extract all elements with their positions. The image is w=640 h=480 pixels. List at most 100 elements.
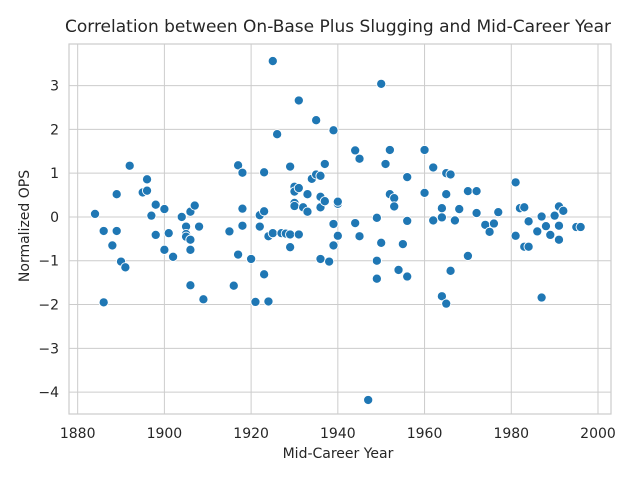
scatter-point [185, 280, 196, 291]
scatter-point [575, 221, 586, 233]
y-tick-label: 2 [50, 122, 59, 138]
scatter-point [328, 240, 339, 251]
x-tick-label: 1940 [320, 426, 356, 442]
scatter-point [510, 230, 521, 241]
scatter-point [189, 200, 200, 211]
scatter-point [168, 251, 179, 262]
scatter-point [233, 249, 244, 260]
scatter-point [462, 250, 473, 261]
scatter-point [89, 208, 101, 219]
scatter-point [553, 234, 565, 245]
scatter-point [536, 292, 547, 303]
scatter-point [250, 296, 261, 307]
scatter-point [159, 204, 170, 215]
scatter-point [302, 206, 313, 217]
y-tick-label: 0 [50, 210, 59, 226]
scatter-point [302, 189, 313, 200]
scatter-point [536, 211, 547, 222]
scatter-point [462, 186, 473, 197]
scatter-point [523, 241, 534, 252]
scatter-point [549, 210, 560, 221]
scatter-point [259, 206, 270, 217]
scatter-point [380, 158, 391, 170]
scatter-point [289, 200, 300, 212]
scatter-point [293, 183, 304, 194]
scatter-point [371, 255, 382, 266]
scatter-point [402, 172, 413, 183]
scatter-point [237, 203, 248, 214]
scatter-point [484, 226, 495, 237]
scatter-point [224, 226, 235, 237]
x-axis-label: Mid-Career Year [283, 446, 394, 462]
scatter-point [402, 215, 413, 226]
scatter-point [449, 215, 460, 226]
scatter-point [332, 230, 343, 241]
scatter-point [523, 216, 534, 227]
scatter-point [111, 189, 122, 200]
scatter-point [150, 229, 161, 240]
scatter-point [532, 226, 543, 237]
scatter-point [354, 153, 365, 164]
scatter-point [384, 144, 395, 156]
scatter-point [545, 229, 556, 240]
scatter-point [285, 242, 296, 253]
scatter-point [376, 78, 387, 89]
scatter-point [428, 215, 439, 226]
scatter-point [267, 56, 278, 67]
scatter-point [324, 256, 335, 267]
scatter-point [315, 253, 326, 265]
scatter-point [176, 211, 187, 223]
scatter-point [471, 186, 482, 197]
scatter-point [319, 158, 330, 170]
scatter-point [454, 204, 465, 215]
y-tick-label: −3 [38, 341, 59, 357]
scatter-point [436, 291, 447, 302]
scatter-point [441, 189, 452, 200]
x-tick-label: 1880 [60, 426, 96, 442]
scatter-point [493, 207, 504, 218]
scatter-point [159, 244, 170, 255]
scatter-point [389, 201, 400, 212]
scatter-point [259, 167, 270, 178]
scatter-point [332, 196, 343, 207]
y-tick-label: −4 [38, 385, 59, 401]
scatter-point [393, 264, 404, 275]
scatter-point [194, 221, 205, 232]
scatter-point [185, 244, 196, 255]
scatter-point [263, 296, 274, 307]
scatter-point [371, 273, 382, 284]
scatter-point [436, 203, 447, 214]
y-tick-label: 1 [50, 166, 59, 182]
scatter-point [163, 228, 174, 239]
scatter-point [98, 225, 109, 237]
x-tick-label: 1960 [407, 426, 443, 442]
scatter-point [228, 280, 239, 291]
scatter-point [402, 271, 413, 282]
scatter-point [146, 210, 157, 221]
scatter-point [141, 185, 153, 196]
scatter-point [519, 202, 530, 213]
grid-lines [69, 44, 611, 414]
x-tick-labels: 1880 1900 1920 1940 1960 1980 2000 [60, 426, 616, 442]
scatter-point [354, 231, 365, 242]
scatter-point [558, 205, 569, 216]
scatter-point [350, 218, 361, 229]
scatter-point [371, 212, 382, 223]
scatter-point [98, 297, 109, 308]
scatter-point [311, 115, 322, 126]
y-tick-labels: −4 −3 −2 −1 0 1 2 3 [38, 79, 59, 402]
scatter-point [315, 170, 326, 181]
scatter-point [436, 212, 447, 223]
scatter-point [363, 394, 374, 406]
scatter-point [233, 160, 244, 171]
scatter-point [124, 160, 135, 171]
scatter-point [419, 144, 430, 156]
scatter-point [510, 177, 521, 188]
scatter-point [237, 220, 248, 231]
scatter-point [445, 169, 456, 180]
y-axis-label: Normalized OPS [17, 170, 33, 282]
scatter-point [150, 199, 161, 210]
scatter-point [319, 196, 330, 207]
